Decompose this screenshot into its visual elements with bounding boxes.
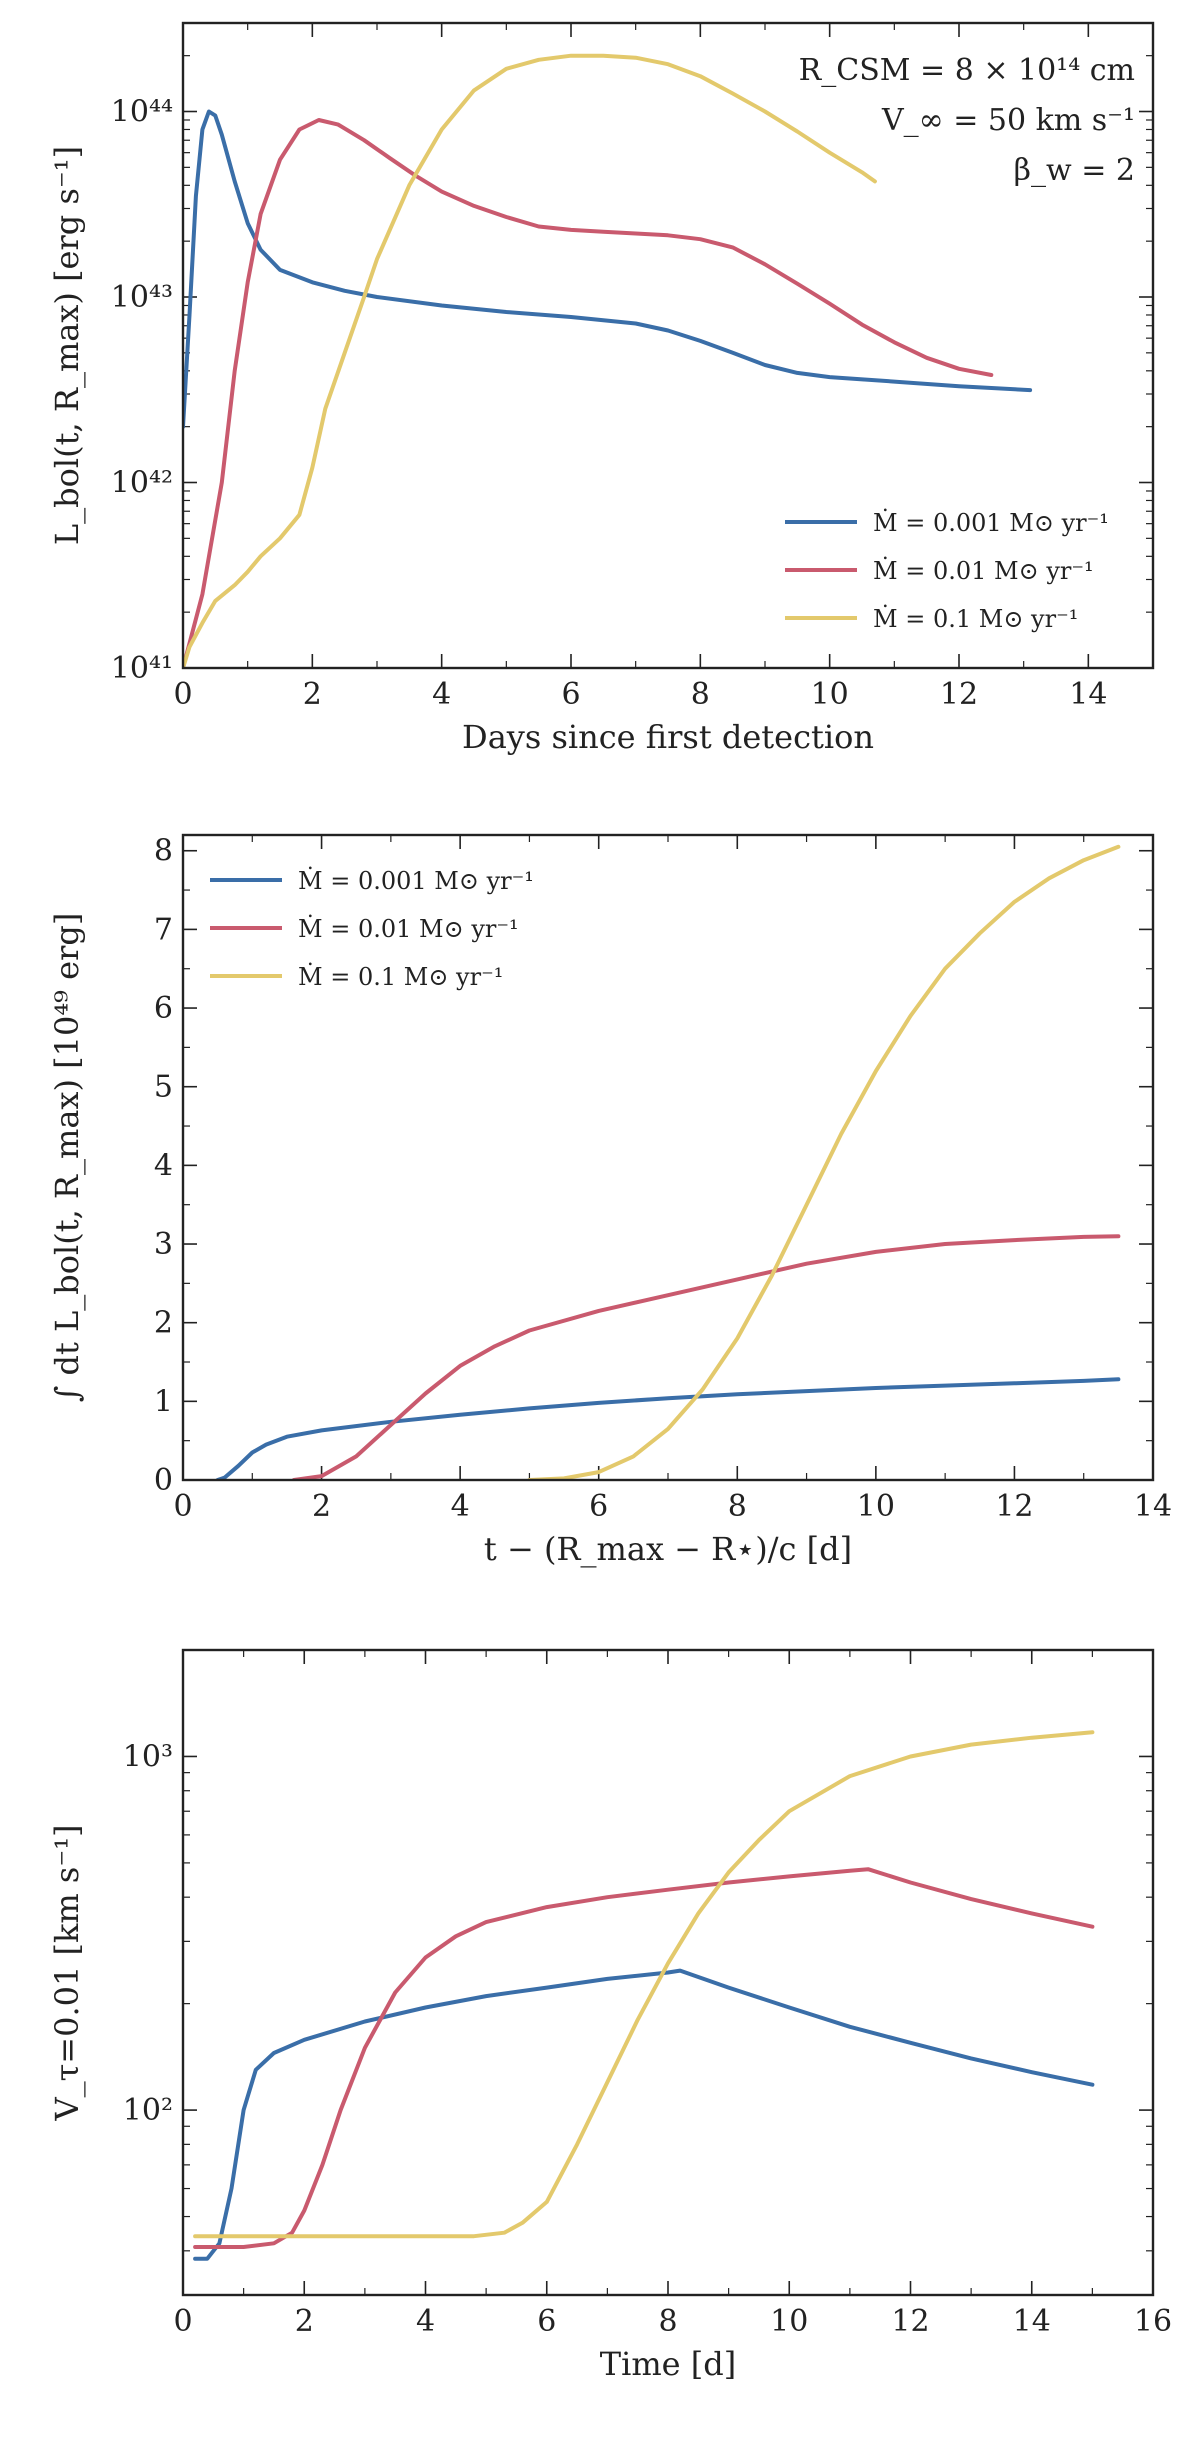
series-line-0 — [215, 1377, 1121, 1480]
legend-label: Ṁ = 0.001 M⊙ yr⁻¹ — [298, 866, 534, 895]
y-tick-label: 10² — [123, 2093, 173, 2128]
x-tick-label: 2 — [295, 2304, 314, 2339]
x-tick-label: 10 — [811, 677, 849, 712]
x-tick-label: 8 — [691, 677, 710, 712]
x-tick-label: 14 — [1013, 2304, 1051, 2339]
y-tick-label: 1 — [154, 1384, 173, 1419]
series-line-0 — [183, 109, 1033, 429]
x-tick-label: 10 — [770, 2304, 808, 2339]
x-tick-label: 8 — [658, 2304, 677, 2339]
y-tick-label: 0 — [154, 1463, 173, 1498]
x-axis-label: Time [d] — [600, 2345, 736, 2383]
y-tick-label: 5 — [154, 1070, 173, 1105]
y-tick-label: 10⁴¹ — [111, 651, 173, 686]
annotation-text: V_∞ = 50 km s⁻¹ — [881, 103, 1135, 138]
legend-label: Ṁ = 0.01 M⊙ yr⁻¹ — [873, 556, 1094, 585]
panel-velocity: 0 2 4 6 8 10 12 14 16 10² 10³ Time [d] V_τ=0.01 [km … — [48, 1648, 1172, 2383]
x-tick-label: 6 — [537, 2304, 556, 2339]
x-tick-label: 6 — [589, 1489, 608, 1524]
x-tick-label: 10 — [857, 1489, 895, 1524]
series-group — [183, 53, 1033, 668]
series-group — [193, 1730, 1095, 2261]
panel-luminosity: 0 2 4 6 8 10 12 14 10⁴¹ 10⁴² 10⁴³ 10⁴⁴ Days since fi… — [48, 21, 1155, 756]
x-tick-label: 2 — [303, 677, 322, 712]
series-line-2 — [183, 53, 877, 668]
x-tick-label: 0 — [173, 1489, 192, 1524]
x-tick-label: 16 — [1134, 2304, 1172, 2339]
y-tick-label: 10⁴² — [111, 466, 173, 501]
y-tick-label: 8 — [154, 834, 173, 869]
x-tick-label: 4 — [416, 2304, 435, 2339]
annotation-text: β_w = 2 — [1014, 153, 1135, 188]
x-tick-label: 0 — [173, 677, 192, 712]
y-tick-label: 2 — [154, 1306, 173, 1341]
x-tick-label: 14 — [1069, 677, 1107, 712]
x-tick-label: 12 — [940, 677, 978, 712]
y-axis-label: ∫ dt L_bol(t, R_max) [10⁴⁹ erg] — [48, 913, 86, 1403]
axes-frame — [181, 21, 1155, 670]
legend-label: Ṁ = 0.1 M⊙ yr⁻¹ — [873, 604, 1078, 633]
x-tick-label: 12 — [995, 1489, 1033, 1524]
y-tick-label: 3 — [154, 1227, 173, 1262]
y-tick-label: 10⁴⁴ — [111, 95, 173, 130]
x-tick-label: 6 — [561, 677, 580, 712]
legend-label: Ṁ = 0.001 M⊙ yr⁻¹ — [873, 508, 1109, 537]
series-line-1 — [291, 1234, 1121, 1480]
series-line-0 — [193, 1968, 1095, 2261]
x-tick-label: 4 — [451, 1489, 470, 1524]
series-line-2 — [527, 844, 1121, 1480]
y-tick-label: 10⁴³ — [111, 280, 173, 315]
x-tick-label: 0 — [173, 2304, 192, 2339]
series-line-1 — [193, 1867, 1095, 2249]
x-axis-label: Days since first detection — [462, 718, 874, 756]
y-tick-label: 4 — [154, 1148, 173, 1183]
y-axis-label: V_τ=0.01 [km s⁻¹] — [48, 1824, 86, 2121]
y-axis-label: L_bol(t, R_max) [erg s⁻¹] — [48, 146, 86, 545]
x-tick-label: 4 — [432, 677, 451, 712]
legend-label: Ṁ = 0.1 M⊙ yr⁻¹ — [298, 962, 503, 991]
annotation-text: R_CSM = 8 × 10¹⁴ cm — [799, 53, 1135, 88]
y-tick-label: 7 — [154, 912, 173, 947]
x-axis-label: t − (R_max − R⋆)/c [d] — [484, 1530, 852, 1568]
y-tick-label: 6 — [154, 991, 173, 1026]
x-tick-label: 2 — [312, 1489, 331, 1524]
x-tick-label: 12 — [891, 2304, 929, 2339]
series-group — [215, 844, 1121, 1480]
axes-frame — [181, 833, 1155, 1482]
series-line-2 — [193, 1730, 1095, 2239]
x-tick-label: 14 — [1134, 1489, 1172, 1524]
axes-frame — [181, 1648, 1155, 2297]
legend-label: Ṁ = 0.01 M⊙ yr⁻¹ — [298, 914, 519, 943]
series-line-1 — [183, 118, 994, 668]
x-tick-label: 8 — [728, 1489, 747, 1524]
y-tick-label: 10³ — [123, 1739, 173, 1774]
